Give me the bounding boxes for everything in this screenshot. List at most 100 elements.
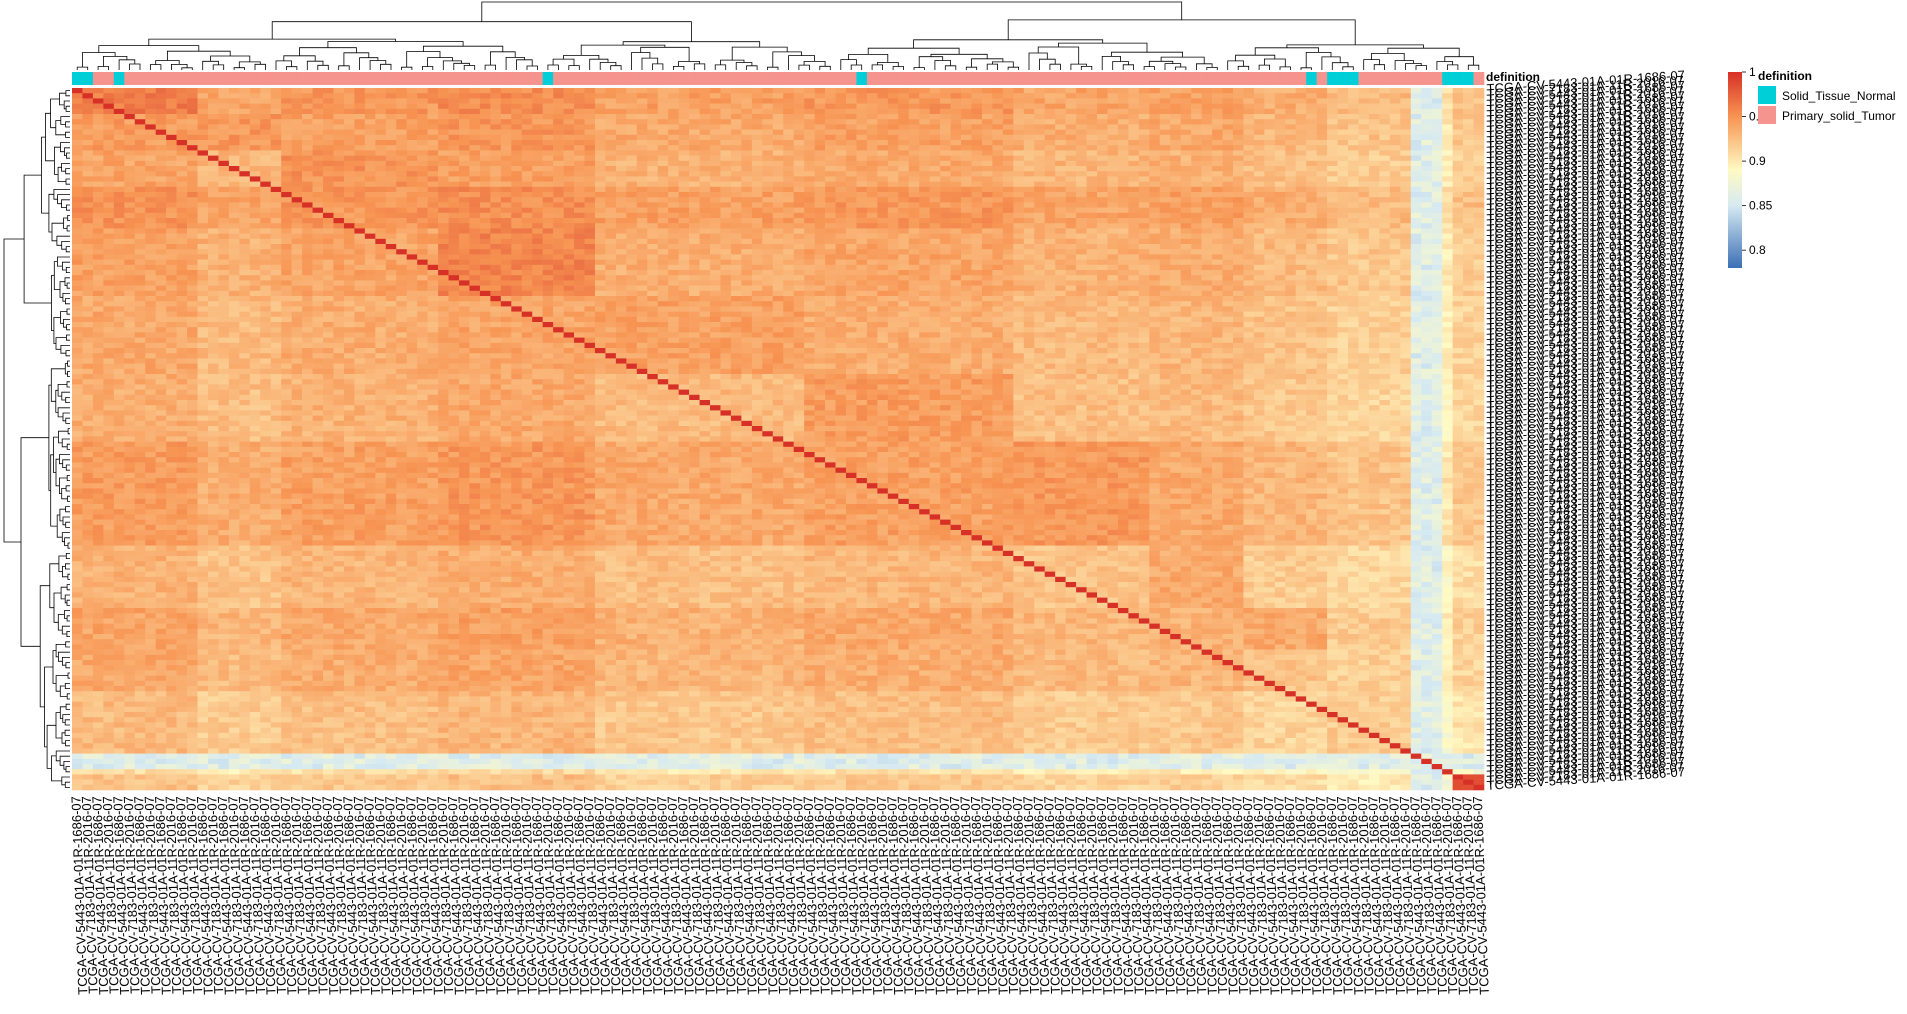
heatmap-cell — [103, 233, 115, 240]
heatmap-cell — [1034, 171, 1046, 177]
dendrogram-branch — [62, 714, 70, 723]
annotation-cell — [563, 72, 575, 85]
heatmap-cell — [594, 150, 606, 156]
heatmap-cell — [396, 192, 407, 198]
heatmap-cell — [689, 93, 700, 99]
annotation-cell — [1117, 72, 1129, 85]
heatmap-cell — [615, 233, 627, 240]
heatmap-cell — [1421, 218, 1432, 224]
heatmap-cell — [678, 228, 690, 234]
heatmap-cell — [333, 134, 345, 141]
heatmap-cell — [406, 93, 418, 99]
heatmap-cell — [574, 145, 585, 151]
heatmap-cell — [1264, 186, 1276, 193]
heatmap-cell — [218, 249, 230, 255]
heatmap-cell — [354, 171, 366, 177]
heatmap-cell — [950, 218, 962, 224]
heatmap-cell — [563, 145, 575, 151]
heatmap-cell — [239, 254, 251, 260]
heatmap-cell — [406, 181, 418, 188]
heatmap-cell — [417, 181, 428, 188]
heatmap-cell — [1128, 134, 1140, 141]
heatmap-cell — [981, 223, 993, 229]
heatmap-cell — [1191, 197, 1202, 203]
heatmap-cell — [1002, 114, 1014, 120]
heatmap-cell — [1002, 207, 1014, 214]
heatmap-cell — [364, 212, 376, 219]
heatmap-cell — [1002, 108, 1014, 115]
heatmap-cell — [1159, 150, 1171, 156]
heatmap-cell — [438, 207, 449, 214]
dendrogram-branch — [202, 60, 219, 70]
heatmap-cell — [270, 202, 282, 208]
heatmap-cell — [961, 259, 972, 266]
heatmap-cell — [260, 186, 272, 193]
heatmap-cell — [720, 192, 732, 198]
heatmap-cell — [155, 93, 167, 99]
heatmap-cell — [511, 223, 523, 229]
heatmap-cell — [950, 202, 962, 208]
heatmap-cell — [950, 192, 962, 198]
annotation-cell — [720, 72, 732, 85]
heatmap-cell — [594, 186, 606, 193]
heatmap-cell — [1044, 212, 1056, 219]
heatmap-cell — [218, 202, 230, 208]
heatmap-cell — [981, 166, 993, 172]
heatmap-cell — [1128, 140, 1140, 146]
heatmap-cell — [1431, 119, 1443, 125]
heatmap-cell — [82, 134, 94, 141]
heatmap-cell — [406, 212, 418, 219]
heatmap-cell — [1442, 98, 1453, 104]
heatmap-cell — [1389, 129, 1401, 136]
heatmap-cell — [1285, 197, 1297, 203]
heatmap-cell — [710, 244, 721, 250]
heatmap-cell — [1076, 259, 1087, 266]
heatmap-cell — [207, 244, 219, 250]
heatmap-cell — [82, 228, 94, 234]
heatmap-cell — [1222, 244, 1234, 250]
heatmap-cell — [312, 233, 324, 240]
annotation-cell — [594, 72, 606, 85]
heatmap-cell — [699, 218, 711, 224]
heatmap-cell — [1107, 98, 1119, 104]
heatmap-cell — [1389, 93, 1401, 99]
heatmap-cell — [542, 249, 554, 255]
heatmap-cell — [1097, 186, 1108, 193]
heatmap-cell — [239, 108, 251, 115]
heatmap-cell — [1243, 134, 1255, 141]
heatmap-cell — [908, 212, 920, 219]
heatmap-cell — [354, 88, 366, 94]
heatmap-cell — [438, 212, 449, 219]
heatmap-cell — [908, 88, 920, 94]
heatmap-cell — [270, 186, 282, 193]
heatmap-cell — [385, 233, 397, 240]
heatmap-cell — [1337, 145, 1349, 151]
heatmap-cell — [1253, 160, 1265, 167]
heatmap-cell — [521, 140, 533, 146]
annotation-cell — [532, 72, 543, 85]
heatmap-cell — [1149, 93, 1161, 99]
heatmap-cell — [239, 134, 251, 141]
heatmap-cell — [1117, 249, 1129, 255]
heatmap-cell — [343, 160, 355, 167]
heatmap-cell — [1337, 202, 1349, 208]
heatmap-cell — [249, 145, 261, 151]
heatmap-cell — [511, 160, 523, 167]
heatmap-cell — [1023, 108, 1035, 115]
heatmap-cell — [1389, 223, 1401, 229]
heatmap-cell — [1034, 228, 1046, 234]
heatmap-cell — [249, 233, 261, 240]
heatmap-cell — [1274, 207, 1286, 214]
heatmap-cell — [647, 155, 659, 162]
heatmap-cell — [364, 145, 376, 151]
heatmap-cell — [438, 88, 449, 94]
heatmap-cell — [1232, 186, 1244, 193]
heatmap-cell — [678, 119, 690, 125]
heatmap-cell — [323, 124, 334, 130]
heatmap-cell — [469, 108, 481, 115]
heatmap-cell — [417, 88, 428, 94]
heatmap-cell — [971, 140, 983, 146]
heatmap-cell — [490, 140, 502, 146]
heatmap-cell — [804, 103, 815, 110]
heatmap-cell — [668, 192, 679, 198]
